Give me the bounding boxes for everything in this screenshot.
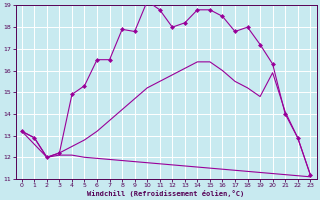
X-axis label: Windchill (Refroidissement éolien,°C): Windchill (Refroidissement éolien,°C): [87, 190, 245, 197]
